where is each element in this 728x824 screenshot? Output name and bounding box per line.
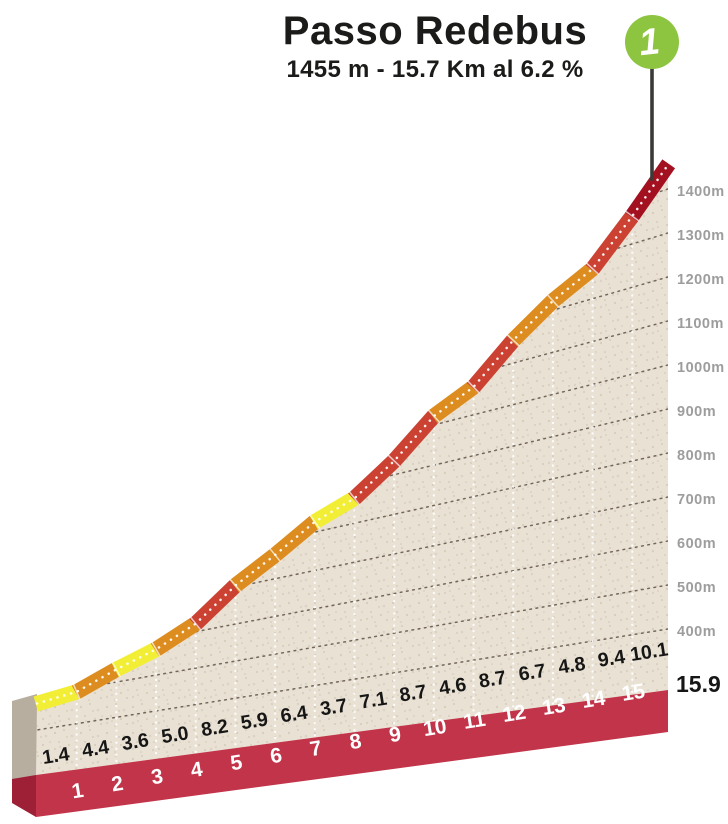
gradient-label: 4.8 <box>557 653 587 679</box>
km-label: 7 <box>308 737 323 762</box>
header: Passo Redebus 1455 m - 15.7 Km al 6.2 % <box>135 10 728 84</box>
elevation-gridline <box>36 628 668 734</box>
elevation-label: 1200m <box>677 272 725 288</box>
gradient-label: 4.6 <box>438 674 468 700</box>
km-label: 15 <box>620 680 647 706</box>
elevation-gridline <box>36 584 668 700</box>
km-label: 3 <box>150 765 165 790</box>
road-km-divider <box>309 514 321 530</box>
gradient-label: 4.4 <box>80 736 110 762</box>
road-segment <box>387 409 441 467</box>
km-label: 10 <box>422 715 449 741</box>
gradient-label: 3.6 <box>120 729 150 755</box>
elevation-label: 1400m <box>677 184 725 200</box>
gradient-label: 8.7 <box>398 681 428 707</box>
km-label: 12 <box>501 701 528 727</box>
km-label: 8 <box>348 730 363 755</box>
km-label: 2 <box>110 772 125 797</box>
gradient-label: 5.9 <box>239 708 269 734</box>
elevation-label: 900m <box>677 404 716 420</box>
gradient-label: 3.7 <box>319 694 349 720</box>
gradient-label: 5.0 <box>160 722 190 748</box>
gradient-label: 8.7 <box>477 667 507 693</box>
elevation-label: 1100m <box>677 316 724 332</box>
km-label: 14 <box>580 687 607 713</box>
road-km-divider <box>546 293 560 308</box>
gradient-label: 6.4 <box>279 701 309 727</box>
elevation-label: 600m <box>677 536 716 552</box>
road-segment <box>309 490 360 530</box>
km-label: 1 <box>70 779 85 804</box>
start-block-face <box>12 694 37 783</box>
road-km-divider <box>387 454 401 468</box>
elevation-label: 1300m <box>677 228 725 244</box>
road-km-divider <box>506 333 521 347</box>
gradient-label: 8.2 <box>200 715 230 741</box>
distance-band-cap <box>12 775 36 817</box>
km-label: 5 <box>229 751 244 776</box>
road-km-divider <box>348 491 361 506</box>
elevation-label: 500m <box>677 580 716 596</box>
km-label: 9 <box>388 723 403 748</box>
total-distance-label: 15.9 <box>676 671 721 697</box>
elevation-label: 800m <box>677 448 716 464</box>
elevation-label: 700m <box>677 492 716 508</box>
km-label: 11 <box>462 708 488 734</box>
gradient-label: 6.7 <box>517 660 547 686</box>
terrain-area <box>36 164 668 776</box>
gradient-label: 1.4 <box>41 743 71 769</box>
gradient-label: 7.1 <box>358 688 388 714</box>
distance-band <box>36 690 668 817</box>
gradient-label: 9.4 <box>596 646 626 672</box>
road-km-divider <box>585 262 600 276</box>
road-km-divider <box>624 210 640 222</box>
elevation-label: 400m <box>677 624 716 640</box>
climb-stats-subtitle: 1455 m - 15.7 Km al 6.2 % <box>286 56 584 83</box>
category-badge-number: 1 <box>637 20 662 64</box>
page-title: Passo Redebus <box>282 9 588 53</box>
km-label: 6 <box>269 744 284 769</box>
km-label: 4 <box>189 758 204 783</box>
km-label: 13 <box>541 694 568 720</box>
category-badge: 1 <box>625 15 679 69</box>
road-km-divider <box>467 380 481 394</box>
elevation-label: 1000m <box>677 360 725 376</box>
road-km-divider <box>111 661 122 678</box>
road-km-divider <box>151 641 162 658</box>
